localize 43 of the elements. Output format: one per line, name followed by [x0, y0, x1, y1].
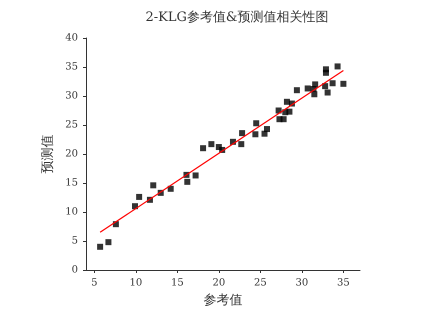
y-tick-label: 10 — [65, 206, 78, 218]
point — [304, 85, 311, 92]
y-tick-label: 35 — [65, 62, 78, 72]
y-tick-label: 20 — [65, 148, 78, 160]
point — [330, 80, 336, 86]
y-tick-label: 5 — [72, 236, 78, 246]
point — [136, 194, 142, 200]
x-tick-label: 25 — [254, 278, 267, 288]
point — [324, 90, 331, 96]
point — [264, 126, 270, 132]
point — [340, 80, 346, 87]
x-tick-label: 10 — [129, 278, 142, 288]
y-tick-label: 40 — [65, 32, 78, 44]
point — [253, 120, 260, 126]
point — [208, 141, 214, 148]
point — [184, 178, 190, 185]
point — [200, 145, 206, 152]
point — [286, 108, 292, 115]
point — [322, 70, 329, 76]
y-axis-title: 预测值 — [40, 134, 56, 174]
y-tick-label: 15 — [65, 178, 78, 188]
point — [280, 116, 287, 122]
point — [168, 186, 174, 192]
x-tick-label: 30 — [296, 278, 308, 288]
point — [192, 172, 199, 178]
chart-title: 2-KLG参考值&预测值相关性图 — [146, 10, 328, 25]
point — [238, 141, 244, 148]
point — [252, 131, 258, 138]
y-tick-label: 0 — [72, 264, 78, 276]
point — [334, 63, 341, 70]
y-tick-label: 25 — [65, 120, 78, 130]
x-tick-label: 35 — [337, 278, 350, 288]
point — [150, 182, 156, 188]
point — [105, 239, 112, 246]
x-tick-label: 5 — [91, 278, 98, 288]
point — [294, 87, 300, 94]
point — [239, 130, 246, 136]
y-tick-label: 30 — [65, 90, 78, 102]
x-tick-label: 15 — [170, 278, 184, 288]
x-axis-title: 参考值 — [204, 293, 242, 308]
point — [311, 91, 318, 98]
point — [97, 244, 104, 250]
x-tick-label: 20 — [212, 278, 226, 288]
